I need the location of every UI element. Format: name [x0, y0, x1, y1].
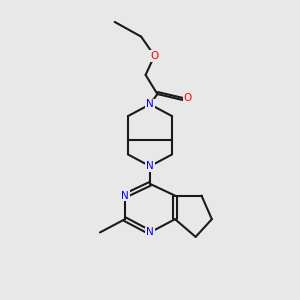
- Text: O: O: [184, 94, 192, 103]
- Text: N: N: [146, 99, 154, 110]
- Text: N: N: [121, 190, 129, 201]
- Text: O: O: [150, 51, 158, 61]
- Text: N: N: [146, 161, 154, 171]
- Text: N: N: [146, 227, 154, 237]
